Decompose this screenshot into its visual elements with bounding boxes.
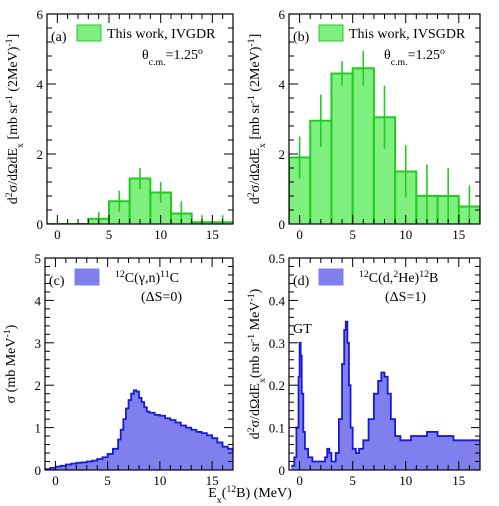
y-tick-label: 6	[37, 7, 44, 22]
y-axis-title: d2σ/dΩdEx [mb sr-1 (2MeV)-1]	[246, 34, 268, 205]
y-tick-label: 0	[35, 463, 42, 478]
x-tick-label: 10	[399, 473, 412, 488]
legend-label: 12C(d,2He)12B	[359, 269, 438, 287]
y-tick-label: 0.4	[269, 293, 286, 308]
gt-annotation: GT	[293, 322, 312, 337]
y-tick-label: 4	[279, 77, 286, 92]
x-tick-label: 10	[399, 227, 412, 242]
legend-label: 12C(γ,n)11C	[115, 269, 179, 287]
x-tick-label: 0	[296, 473, 303, 488]
spectrum-line	[45, 389, 233, 470]
histogram-fill	[47, 178, 233, 224]
y-tick-label: 0.5	[269, 251, 285, 266]
y-tick-label: 5	[35, 251, 42, 266]
legend-swatch	[318, 24, 344, 42]
y-tick-label: 4	[37, 77, 44, 92]
spectrum-fill	[291, 321, 480, 470]
y-axis-title: d2σ/dΩdEx [mb sr-1 (2MeV)-1]	[4, 34, 26, 205]
panel-b: 0 5 10 15 0 2 4 6 (b) This work, IVSGDR θc.m.=1.25…	[246, 7, 481, 242]
legend-sublabel: (ΔS=1)	[385, 290, 426, 305]
y-tick-label: 0.2	[269, 378, 285, 393]
y-tick-label: 0.1	[269, 421, 285, 436]
x-axis-title: Ex(12B) (MeV)	[208, 484, 292, 506]
y-axis-title: σ (mb MeV-1)	[2, 324, 20, 403]
panel-tag: (a)	[51, 30, 67, 45]
legend-swatch	[76, 24, 102, 42]
x-tick-label: 15	[206, 227, 219, 242]
legend-swatch	[318, 268, 344, 286]
legend-label: This work, IVSGDR	[349, 27, 466, 42]
y-tick-label: 0	[37, 217, 44, 232]
y-tick-label: 3	[35, 336, 42, 351]
y-tick-label: 1	[35, 421, 42, 436]
y-tick-label: 0	[279, 217, 286, 232]
angle-annotation: θc.m.=1.25o	[142, 46, 203, 68]
x-tick-label: 15	[452, 473, 465, 488]
legend-sublabel: (ΔS=0)	[141, 290, 182, 305]
y-tick-label: 0	[279, 463, 286, 478]
x-tick-label: 0	[52, 473, 59, 488]
y-tick-label: 2	[35, 378, 42, 393]
x-tick-label: 0	[54, 227, 61, 242]
y-tick-label: 4	[35, 293, 42, 308]
panel-c: 0 5 10 15 0 1 2 3 4 5 (c) 12C(γ,n)11C (ΔS=0) σ (mb Me…	[2, 251, 234, 488]
y-tick-label: 2	[37, 147, 44, 162]
x-tick-label: 15	[452, 227, 465, 242]
x-tick-label: 5	[106, 227, 113, 242]
y-axis-title: d2σ/dΩdEx(mb sr-1 MeV-1)	[246, 288, 268, 439]
x-tick-label: 0	[296, 227, 303, 242]
x-tick-label: 5	[104, 473, 111, 488]
legend-swatch	[74, 268, 100, 286]
y-tick-label: 0.3	[269, 336, 285, 351]
spectrum-fill	[45, 390, 233, 470]
panel-a: 0 5 10 15 0 2 4 6 (a) This work, IVGDR θc.m.=1.25o…	[4, 7, 234, 242]
x-tick-label: 5	[349, 227, 356, 242]
panel-tag: (c)	[49, 274, 65, 289]
x-tick-label: 10	[154, 227, 167, 242]
legend-label: This work, IVGDR	[107, 27, 216, 42]
y-tick-label: 6	[279, 7, 286, 22]
x-tick-label: 15	[206, 473, 219, 488]
x-tick-label: 5	[349, 473, 356, 488]
panel-tag: (b)	[293, 30, 310, 45]
x-tick-label: 10	[153, 473, 166, 488]
y-tick-label: 2	[279, 147, 286, 162]
panel-tag: (d)	[293, 274, 310, 289]
angle-annotation: θc.m.=1.25o	[384, 46, 445, 68]
panel-d: 0 5 10 15 0 0.1 0.2 0.3 0.4 0.5 (d) 12C(d,2He)12B (Δ…	[246, 251, 481, 488]
spectrum-line	[291, 320, 480, 467]
